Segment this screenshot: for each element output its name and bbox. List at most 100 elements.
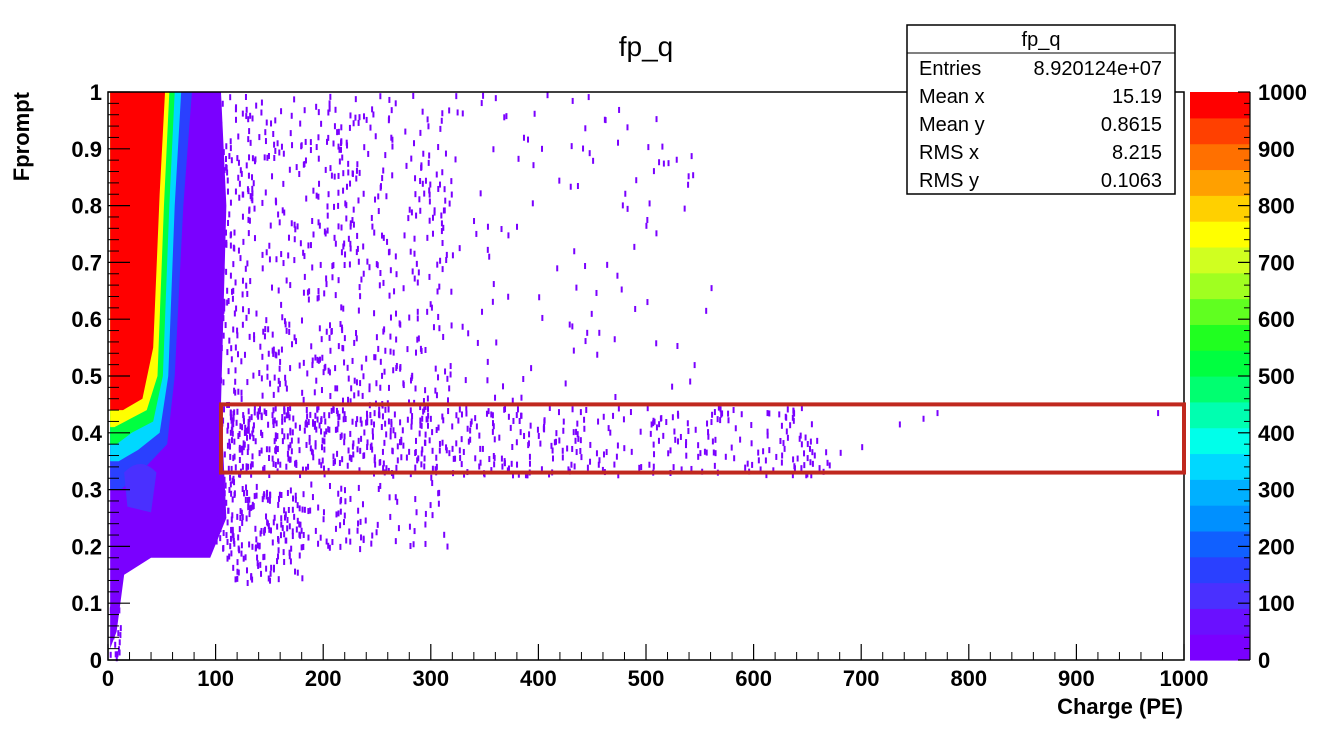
sparse-bin — [302, 532, 305, 539]
sparse-bin — [289, 427, 292, 434]
sparse-bin — [238, 547, 241, 554]
sparse-bin — [216, 149, 219, 156]
sparse-bin — [307, 508, 310, 515]
sparse-bin — [613, 336, 616, 343]
sparse-bin — [418, 196, 421, 203]
sparse-bin — [334, 292, 337, 299]
sparse-bin — [428, 187, 431, 194]
sparse-bin — [415, 212, 418, 219]
sparse-bin — [417, 269, 420, 276]
sparse-bin — [220, 258, 223, 265]
sparse-bin — [245, 314, 248, 321]
sparse-bin — [356, 161, 359, 168]
sparse-bin — [238, 526, 241, 533]
sparse-bin — [339, 146, 342, 153]
sparse-bin — [357, 119, 360, 126]
sparse-bin — [272, 460, 275, 467]
sparse-bin — [339, 508, 342, 515]
sparse-bin — [439, 181, 442, 188]
sparse-bin — [624, 190, 627, 197]
sparse-bin — [284, 321, 287, 328]
sparse-bin — [373, 421, 376, 428]
sparse-bin — [480, 100, 483, 107]
sparse-bin — [114, 579, 117, 586]
sparse-bin — [252, 426, 255, 433]
sparse-bin — [241, 463, 244, 470]
sparse-bin — [224, 482, 227, 489]
sparse-bin — [430, 474, 433, 481]
sparse-bin — [284, 537, 287, 544]
sparse-bin — [667, 160, 670, 167]
sparse-bin — [262, 466, 265, 473]
sparse-bin — [341, 456, 344, 463]
sparse-bin — [288, 553, 291, 560]
colorbar-segment — [1190, 505, 1250, 532]
sparse-bin — [306, 289, 309, 296]
sparse-bin — [635, 177, 638, 184]
colorbar-tick-label: 400 — [1258, 421, 1295, 446]
sparse-bin — [809, 438, 812, 445]
sparse-bin — [244, 554, 247, 561]
sparse-bin — [253, 404, 256, 411]
sparse-bin — [491, 298, 494, 305]
sparse-bin — [238, 430, 241, 437]
sparse-bin — [288, 549, 291, 556]
sparse-bin — [618, 106, 621, 113]
sparse-bin — [498, 434, 501, 441]
sparse-bin — [339, 522, 342, 529]
sparse-bin — [247, 136, 250, 143]
sparse-bin — [750, 422, 753, 429]
sparse-bin — [241, 486, 244, 493]
sparse-bin — [316, 356, 319, 363]
sparse-bin — [253, 158, 256, 165]
sparse-bin — [259, 343, 262, 350]
sparse-bin — [580, 454, 583, 461]
sparse-bin — [739, 436, 742, 443]
sparse-bin — [272, 519, 275, 526]
y-tick-label: 0.5 — [71, 364, 102, 389]
sparse-bin — [323, 290, 326, 297]
sparse-bin — [290, 545, 293, 552]
sparse-bin — [293, 257, 296, 264]
sparse-bin — [585, 406, 588, 413]
sparse-bin — [898, 421, 901, 428]
sparse-bin — [469, 421, 472, 428]
sparse-bin — [235, 419, 238, 426]
sparse-bin — [237, 388, 240, 395]
sparse-bin — [421, 415, 424, 422]
sparse-bin — [327, 191, 330, 198]
sparse-bin — [265, 410, 268, 417]
sparse-bin — [302, 249, 305, 256]
sparse-bin — [799, 432, 802, 439]
sparse-bin — [765, 472, 768, 479]
sparse-bin — [302, 359, 305, 366]
sparse-bin — [229, 410, 232, 417]
sparse-bin — [690, 153, 693, 160]
sparse-bin — [342, 305, 345, 312]
sparse-bin — [244, 265, 247, 272]
sparse-bin — [446, 543, 449, 550]
sparse-bin — [379, 184, 382, 191]
sparse-bin — [275, 352, 278, 359]
sparse-bin — [268, 446, 271, 453]
sparse-bin — [490, 411, 493, 418]
sparse-bin — [221, 100, 224, 107]
sparse-bin — [251, 543, 254, 550]
sparse-bin — [706, 420, 709, 427]
sparse-bin — [649, 430, 652, 437]
sparse-bin — [295, 338, 298, 345]
sparse-bin — [337, 202, 340, 209]
sparse-bin — [109, 651, 112, 658]
sparse-bin — [382, 460, 385, 467]
sparse-bin — [320, 387, 323, 394]
sparse-bin — [779, 437, 782, 444]
sparse-bin — [347, 235, 350, 242]
sparse-bin — [325, 281, 328, 288]
sparse-bin — [365, 410, 368, 417]
sparse-bin — [394, 538, 397, 545]
sparse-bin — [492, 452, 495, 459]
sparse-bin — [215, 255, 218, 262]
sparse-bin — [383, 326, 386, 333]
sparse-bin — [810, 421, 813, 428]
sparse-bin — [269, 380, 272, 387]
